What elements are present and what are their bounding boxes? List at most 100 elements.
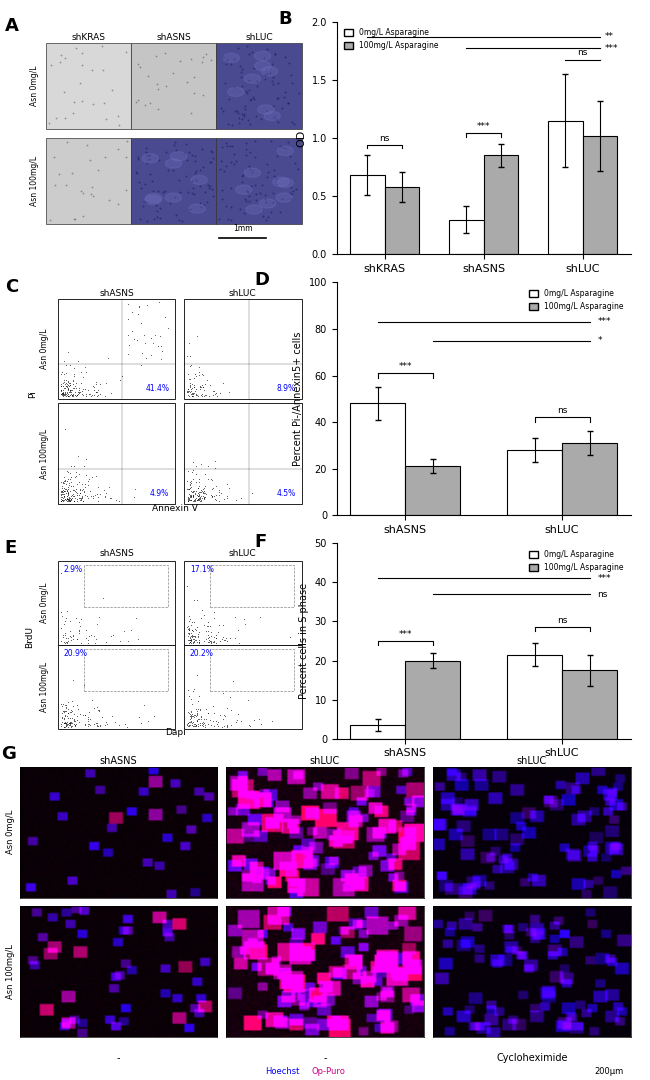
Point xyxy=(186,478,196,496)
Point xyxy=(57,363,67,380)
Point xyxy=(206,153,216,171)
Point xyxy=(266,204,276,221)
Point xyxy=(235,57,246,75)
Point xyxy=(62,489,73,507)
Point xyxy=(210,384,220,402)
Point xyxy=(57,491,68,509)
Point xyxy=(66,388,77,405)
Point xyxy=(69,492,79,510)
Point xyxy=(64,374,75,391)
Point xyxy=(57,477,67,495)
Point xyxy=(249,59,259,77)
Point xyxy=(231,152,241,170)
Point xyxy=(70,718,80,735)
Point xyxy=(187,386,197,403)
Point xyxy=(66,629,77,646)
Point xyxy=(247,485,257,502)
Point xyxy=(62,693,73,711)
Point xyxy=(58,718,69,735)
Point xyxy=(220,707,230,725)
Point xyxy=(131,332,142,349)
Point xyxy=(206,471,216,488)
Point xyxy=(200,477,210,495)
Point xyxy=(195,488,205,505)
Point xyxy=(195,161,205,178)
Point xyxy=(175,183,185,200)
Point xyxy=(73,386,83,403)
Point xyxy=(138,192,149,210)
Point xyxy=(230,630,240,647)
Point xyxy=(200,484,211,501)
Point xyxy=(186,382,196,400)
Point xyxy=(206,486,216,503)
Point xyxy=(57,714,67,731)
Point xyxy=(185,476,195,494)
Point xyxy=(81,388,92,405)
Point xyxy=(137,345,148,362)
Text: 20.2%: 20.2% xyxy=(190,649,214,658)
Point xyxy=(236,489,246,507)
Point xyxy=(183,382,194,400)
Point xyxy=(122,133,132,150)
Point xyxy=(74,714,85,731)
Point xyxy=(222,475,232,492)
Point xyxy=(198,49,208,66)
Point xyxy=(187,634,197,651)
Point xyxy=(73,447,83,464)
Point xyxy=(70,716,80,733)
Title: shLUC: shLUC xyxy=(310,756,340,766)
Point xyxy=(211,630,221,647)
Point xyxy=(73,486,84,503)
Point xyxy=(68,387,79,404)
Point xyxy=(146,329,156,347)
Point xyxy=(189,627,200,645)
Point xyxy=(89,379,99,396)
Point xyxy=(58,468,69,485)
Point xyxy=(58,491,69,509)
Point xyxy=(80,706,90,724)
Point xyxy=(204,179,214,197)
Point xyxy=(60,624,70,642)
Point xyxy=(183,481,193,498)
Point xyxy=(65,710,75,727)
Point xyxy=(81,363,92,380)
Point xyxy=(220,632,230,649)
Point xyxy=(56,492,66,510)
Point xyxy=(183,380,193,397)
Point xyxy=(209,629,219,646)
Text: F: F xyxy=(255,534,266,552)
Point xyxy=(266,132,276,149)
Text: Asn 100mg/L: Asn 100mg/L xyxy=(40,662,49,712)
Point xyxy=(250,148,260,165)
Point xyxy=(93,478,103,496)
Point xyxy=(207,481,217,498)
Point xyxy=(146,347,156,364)
Point xyxy=(93,161,103,178)
Point xyxy=(64,492,75,510)
Point xyxy=(191,171,202,188)
Point xyxy=(261,168,272,186)
Point xyxy=(199,711,209,728)
Point xyxy=(280,83,291,100)
Point xyxy=(198,379,209,396)
Point xyxy=(192,715,203,732)
Point xyxy=(57,607,68,624)
Point xyxy=(207,488,217,505)
Point xyxy=(189,680,200,698)
Point xyxy=(55,604,66,621)
Point xyxy=(275,203,285,220)
Point xyxy=(195,194,205,212)
Point xyxy=(131,609,141,626)
Point xyxy=(56,484,66,501)
Point xyxy=(201,701,211,718)
Bar xyxy=(484,156,518,255)
Point xyxy=(257,207,268,225)
Point xyxy=(209,604,219,621)
Point xyxy=(237,106,247,123)
Point xyxy=(211,712,221,729)
Point xyxy=(268,68,279,85)
Point xyxy=(114,372,125,389)
Point xyxy=(211,491,221,509)
Point xyxy=(88,715,99,732)
Point xyxy=(192,491,203,509)
